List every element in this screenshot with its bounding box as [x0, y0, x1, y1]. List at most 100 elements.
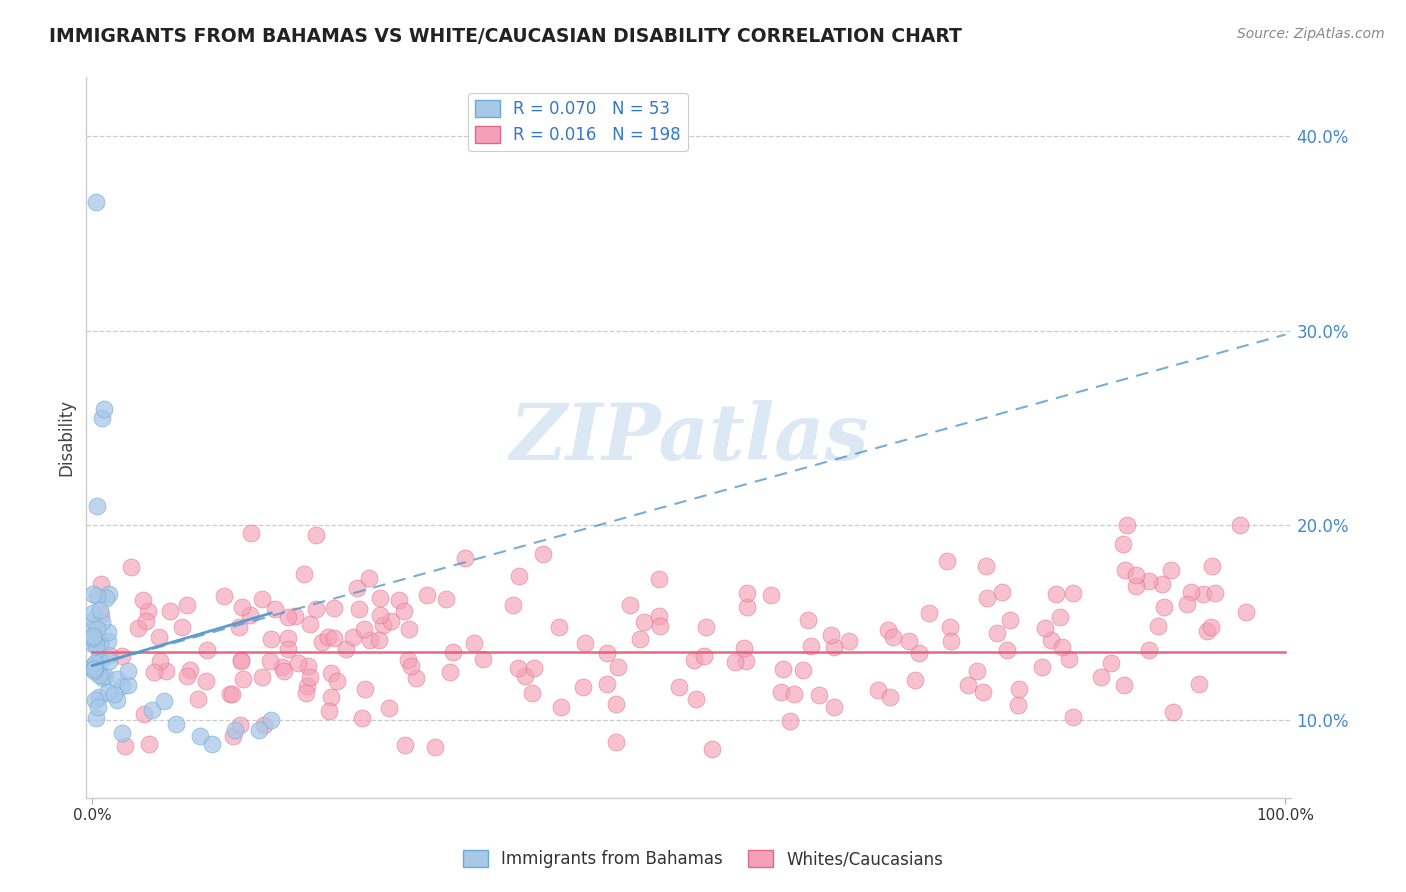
Text: Source: ZipAtlas.com: Source: ZipAtlas.com — [1237, 27, 1385, 41]
Point — [84, 710, 107, 724]
Point — [82, 606, 104, 620]
Point — [200, 737, 222, 751]
Point — [111, 680, 134, 694]
Point — [574, 636, 596, 650]
Point — [782, 687, 804, 701]
Point — [335, 641, 357, 656]
Point — [197, 643, 219, 657]
Point — [350, 711, 373, 725]
Point — [792, 663, 814, 677]
Point — [737, 586, 759, 600]
Point — [596, 676, 619, 690]
Point — [380, 614, 402, 628]
Point — [668, 680, 690, 694]
Point — [823, 700, 845, 714]
Point — [228, 718, 250, 732]
Point — [117, 665, 139, 679]
Point — [287, 656, 309, 670]
Point — [83, 693, 105, 707]
Point — [648, 572, 671, 586]
Point — [83, 664, 105, 678]
Point — [89, 668, 111, 682]
Point — [323, 601, 346, 615]
Point — [405, 671, 427, 685]
Point — [1204, 586, 1226, 600]
Point — [1152, 577, 1174, 591]
Point — [513, 669, 536, 683]
Point — [325, 673, 347, 688]
Point — [550, 699, 572, 714]
Point — [87, 699, 110, 714]
Point — [772, 662, 794, 676]
Point — [83, 661, 105, 675]
Point — [522, 686, 544, 700]
Point — [877, 623, 900, 637]
Point — [1191, 587, 1213, 601]
Point — [868, 683, 890, 698]
Point — [735, 654, 758, 668]
Point — [1195, 624, 1218, 639]
Point — [148, 630, 170, 644]
Point — [986, 626, 1008, 640]
Point — [253, 718, 276, 732]
Point — [1062, 710, 1084, 724]
Point — [1007, 698, 1029, 713]
Point — [463, 635, 485, 649]
Point — [111, 726, 134, 740]
Point — [94, 669, 117, 683]
Point — [354, 681, 377, 696]
Point — [359, 571, 381, 585]
Point — [724, 655, 747, 669]
Point — [396, 653, 419, 667]
Point — [605, 735, 627, 749]
Point — [117, 678, 139, 692]
Point — [898, 633, 921, 648]
Point — [89, 655, 111, 669]
Point — [1153, 600, 1175, 615]
Point — [97, 586, 120, 600]
Point — [232, 672, 254, 686]
Point — [90, 411, 112, 425]
Point — [453, 550, 475, 565]
Point — [974, 558, 997, 573]
Point — [1125, 568, 1147, 582]
Point — [619, 598, 641, 612]
Point — [346, 582, 368, 596]
Point — [368, 607, 391, 622]
Point — [441, 645, 464, 659]
Point — [1175, 598, 1198, 612]
Point — [273, 664, 295, 678]
Point — [87, 690, 110, 705]
Legend: Immigrants from Bahamas, Whites/Caucasians: Immigrants from Bahamas, Whites/Caucasia… — [456, 843, 950, 875]
Point — [294, 686, 316, 700]
Point — [1160, 563, 1182, 577]
Point — [188, 729, 211, 743]
Point — [1112, 678, 1135, 692]
Point — [966, 664, 988, 678]
Point — [90, 577, 112, 591]
Point — [683, 653, 706, 667]
Point — [1125, 579, 1147, 593]
Point — [823, 640, 845, 654]
Point — [228, 620, 250, 634]
Point — [321, 690, 343, 704]
Point — [270, 660, 292, 674]
Point — [606, 660, 628, 674]
Point — [82, 621, 104, 635]
Point — [82, 659, 104, 673]
Point — [107, 673, 129, 687]
Point — [368, 591, 391, 605]
Point — [97, 648, 120, 663]
Point — [1180, 585, 1202, 599]
Point — [1201, 558, 1223, 573]
Point — [224, 723, 246, 737]
Point — [239, 607, 262, 622]
Point — [132, 592, 155, 607]
Point — [648, 609, 671, 624]
Text: ZIPatlas: ZIPatlas — [509, 400, 869, 476]
Point — [295, 679, 318, 693]
Point — [83, 656, 105, 670]
Point — [323, 631, 346, 645]
Point — [1049, 610, 1071, 624]
Point — [939, 633, 962, 648]
